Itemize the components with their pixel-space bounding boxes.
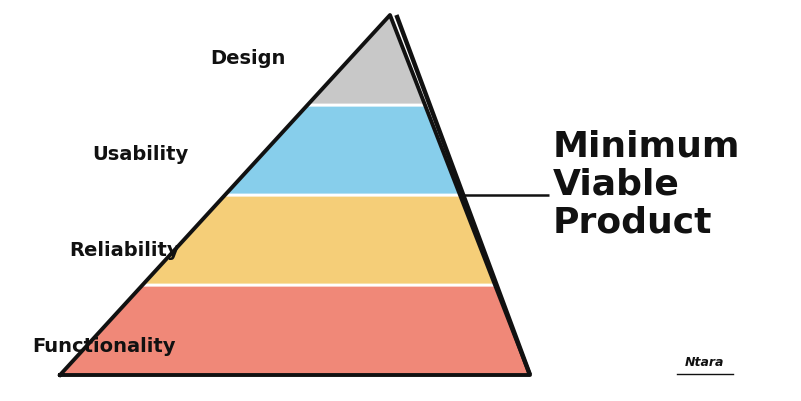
- Text: Design: Design: [211, 49, 286, 68]
- Polygon shape: [308, 15, 425, 105]
- Text: Usability: Usability: [92, 145, 188, 164]
- Text: Functionality: Functionality: [32, 337, 176, 356]
- Text: Ntara: Ntara: [685, 356, 725, 369]
- Text: Reliability: Reliability: [69, 241, 179, 260]
- Text: Minimum
Viable
Product: Minimum Viable Product: [553, 130, 740, 239]
- Polygon shape: [143, 195, 495, 285]
- Polygon shape: [60, 285, 530, 375]
- Polygon shape: [225, 105, 460, 195]
